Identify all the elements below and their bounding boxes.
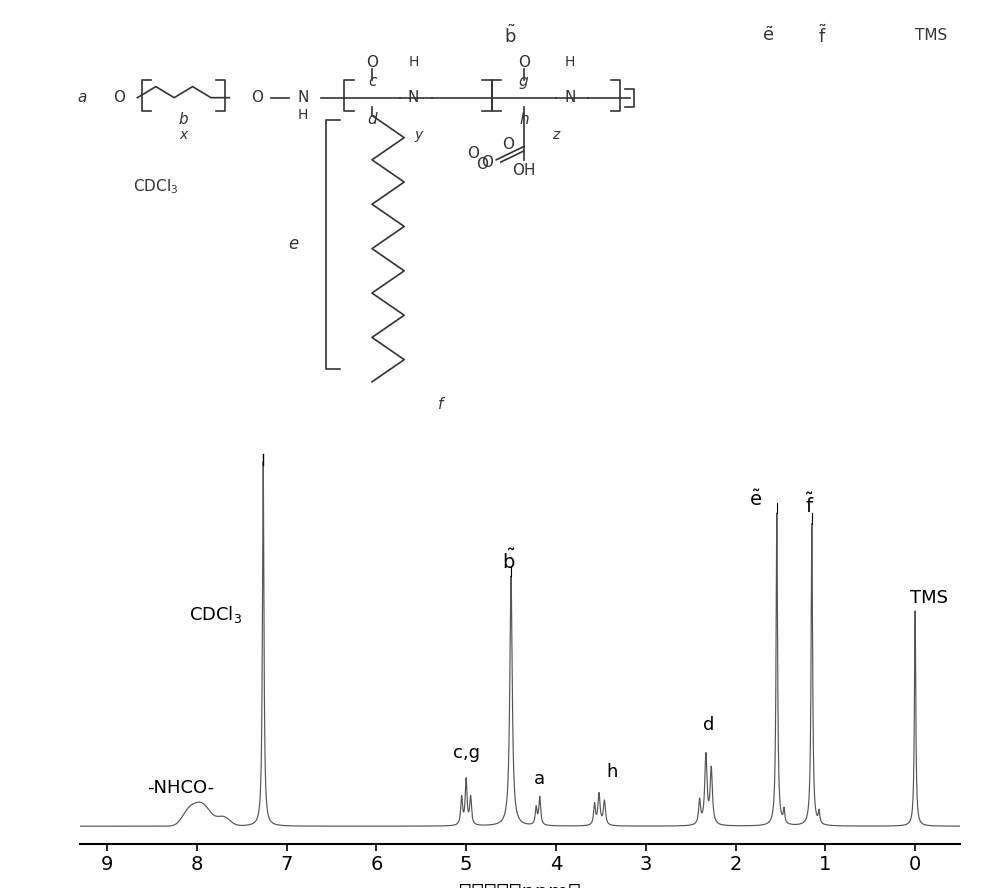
Text: TMS: TMS bbox=[910, 590, 948, 607]
Text: c: c bbox=[368, 74, 376, 89]
Text: a: a bbox=[534, 770, 545, 788]
Text: H: H bbox=[565, 55, 575, 69]
Text: h: h bbox=[519, 113, 529, 127]
Text: O: O bbox=[518, 55, 530, 69]
Text: z: z bbox=[552, 129, 560, 142]
Text: a: a bbox=[78, 91, 87, 105]
Text: OH: OH bbox=[512, 163, 536, 178]
Text: $\tilde{\mathrm{e}}$: $\tilde{\mathrm{e}}$ bbox=[749, 490, 762, 510]
Text: O: O bbox=[366, 55, 378, 69]
Text: TMS: TMS bbox=[915, 28, 947, 43]
Text: y: y bbox=[414, 129, 422, 142]
Text: $\tilde{\mathrm{f}}$: $\tilde{\mathrm{f}}$ bbox=[805, 493, 814, 517]
Text: N: N bbox=[297, 91, 309, 105]
Text: CDCl$_3$: CDCl$_3$ bbox=[189, 604, 242, 624]
Text: f: f bbox=[438, 397, 444, 411]
Text: O: O bbox=[467, 146, 479, 161]
Text: -NHCO-: -NHCO- bbox=[147, 779, 214, 797]
Text: b: b bbox=[179, 113, 188, 127]
Text: d: d bbox=[367, 113, 377, 127]
Text: O: O bbox=[481, 155, 493, 170]
Text: O: O bbox=[113, 91, 125, 105]
Text: H: H bbox=[298, 108, 308, 123]
Text: $\tilde{\mathrm{b}}$: $\tilde{\mathrm{b}}$ bbox=[504, 24, 516, 47]
Text: O: O bbox=[503, 137, 515, 152]
Text: d: d bbox=[703, 716, 714, 734]
Text: h: h bbox=[606, 763, 617, 781]
Text: $\tilde{\mathrm{b}}$: $\tilde{\mathrm{b}}$ bbox=[502, 549, 515, 573]
Text: O: O bbox=[476, 157, 488, 171]
Text: N: N bbox=[564, 91, 575, 105]
Text: CDCl$_3$: CDCl$_3$ bbox=[133, 177, 179, 196]
Text: $\tilde{\mathrm{f}}$: $\tilde{\mathrm{f}}$ bbox=[818, 24, 827, 47]
Text: c,g: c,g bbox=[453, 744, 480, 762]
Text: N: N bbox=[408, 91, 419, 105]
X-axis label: 化学位移（ppm）: 化学位移（ppm） bbox=[459, 883, 581, 888]
Text: H: H bbox=[408, 55, 419, 69]
Text: $\tilde{\mathrm{e}}$: $\tilde{\mathrm{e}}$ bbox=[762, 27, 774, 44]
Text: g: g bbox=[519, 74, 529, 89]
Text: e: e bbox=[289, 235, 299, 253]
Text: x: x bbox=[179, 129, 188, 142]
Text: O: O bbox=[251, 91, 263, 105]
